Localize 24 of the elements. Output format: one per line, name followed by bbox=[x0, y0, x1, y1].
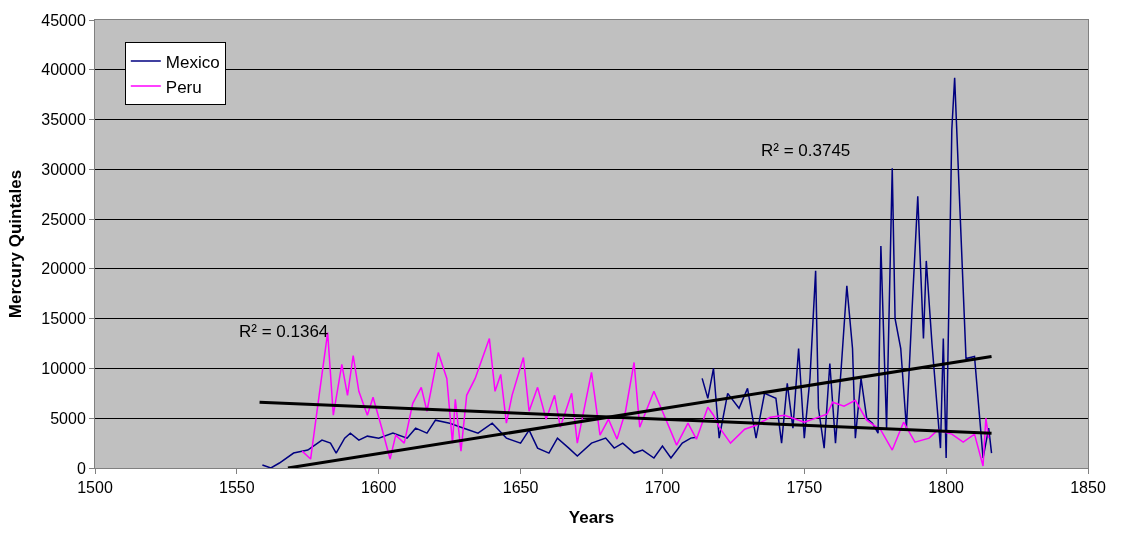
x-tick-label: 1600 bbox=[360, 479, 397, 497]
annotation: R² = 0.3745 bbox=[761, 141, 851, 160]
x-tick-label: 1750 bbox=[786, 479, 823, 497]
legend-label: Mexico bbox=[165, 52, 220, 72]
y-tick-label: 35000 bbox=[41, 111, 86, 129]
y-tick-label: 10000 bbox=[41, 360, 86, 378]
x-axis-title: Years bbox=[568, 507, 615, 527]
y-tick-label: 40000 bbox=[41, 61, 86, 79]
annotation: R² = 0.1364 bbox=[239, 322, 329, 341]
y-tick-label: 0 bbox=[76, 459, 86, 477]
x-tick-label: 1500 bbox=[77, 479, 113, 497]
y-axis-title: Mercury Quintales bbox=[5, 169, 25, 319]
y-tick-label: 5000 bbox=[50, 409, 86, 427]
x-tick-label: 1650 bbox=[502, 479, 539, 497]
x-tick-label: 1850 bbox=[1070, 479, 1106, 497]
legend-label: Peru bbox=[165, 77, 202, 97]
x-tick-label: 1800 bbox=[928, 479, 965, 497]
x-tick-label: 1700 bbox=[644, 479, 681, 497]
x-tick-label: 1550 bbox=[219, 479, 255, 497]
y-tick-label: 25000 bbox=[41, 210, 86, 228]
y-tick-label: 30000 bbox=[41, 160, 86, 178]
y-tick-label: 20000 bbox=[41, 260, 86, 278]
y-tick-label: 45000 bbox=[41, 11, 86, 29]
y-tick-label: 15000 bbox=[41, 310, 86, 328]
